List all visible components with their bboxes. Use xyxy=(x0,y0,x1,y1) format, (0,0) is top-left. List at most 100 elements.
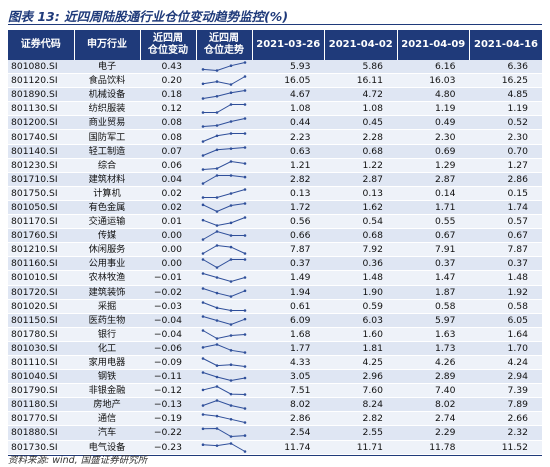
cell-sparkline xyxy=(196,313,252,328)
header-industry[interactable]: 申万行业 xyxy=(74,30,141,60)
cell-sparkline xyxy=(196,87,252,103)
sparkline-point xyxy=(201,427,205,431)
sparkline-point xyxy=(201,111,205,115)
sparkline-point xyxy=(215,69,219,72)
cell-code: 801740.SI xyxy=(8,129,74,145)
cell-sparkline xyxy=(196,228,252,244)
table-row[interactable]: 801790.SI 非银金融 −0.12 7.51 7.60 7.40 7.39 xyxy=(8,383,542,399)
cell-sparkline xyxy=(196,411,252,427)
header-date-3[interactable]: 2021-04-09 xyxy=(397,30,470,60)
cell-industry: 通信 xyxy=(74,411,140,427)
sparkline-line xyxy=(202,132,245,142)
sparkline-point xyxy=(229,363,233,367)
table-row[interactable]: 801880.SI 汽车 −0.22 2.54 2.55 2.29 2.32 xyxy=(8,425,542,441)
sparkline-line xyxy=(202,287,246,297)
cell-value-2: 0.68 xyxy=(324,144,397,159)
sparkline-point xyxy=(243,252,247,256)
table-row[interactable]: 801890.SI 机械设备 0.18 4.67 4.72 4.80 4.85 xyxy=(8,87,542,103)
table-row[interactable]: 801120.SI 食品饮料 0.20 16.05 16.11 16.03 16.25 xyxy=(8,73,542,89)
sparkline-point xyxy=(243,145,247,149)
cell-code: 801030.SI xyxy=(8,341,74,356)
sparkline-point xyxy=(229,294,233,298)
cell-code: 801730.SI xyxy=(8,440,74,455)
cell-code: 801120.SI xyxy=(8,73,74,89)
cell-value-2: 1.22 xyxy=(324,158,397,173)
sparkline-line xyxy=(202,329,246,339)
table-row[interactable]: 801130.SI 纺织服装 0.12 1.08 1.08 1.19 1.19 xyxy=(8,101,542,117)
cell-change: 0.00 xyxy=(140,256,196,272)
sparkline-point xyxy=(243,317,247,321)
cell-value-2: 2.82 xyxy=(324,411,397,427)
cell-sparkline xyxy=(196,440,252,455)
sparkline-chart xyxy=(201,117,247,129)
sparkline-point xyxy=(243,333,247,336)
header-date-1[interactable]: 2021-03-26 xyxy=(252,30,325,60)
sparkline-point xyxy=(243,258,247,262)
cell-code: 801230.SI xyxy=(8,158,74,173)
table-row[interactable]: 801210.SI 休闲服务 0.00 7.87 7.92 7.91 7.87 xyxy=(8,242,542,258)
sparkline-chart xyxy=(201,272,247,284)
sparkline-chart xyxy=(201,188,247,199)
table-row[interactable]: 801010.SI 农林牧渔 −0.01 1.49 1.48 1.47 1.48 xyxy=(8,270,542,286)
sparkline-point xyxy=(201,238,205,241)
header-date-4[interactable]: 2021-04-16 xyxy=(469,30,542,60)
table-row[interactable]: 801020.SI 采掘 −0.03 0.61 0.59 0.58 0.58 xyxy=(8,299,542,314)
cell-code: 801160.SI xyxy=(8,256,74,272)
cell-code: 801170.SI xyxy=(8,214,74,230)
table-row[interactable]: 801160.SI 公用事业 0.00 0.37 0.36 0.37 0.37 xyxy=(8,256,542,272)
header-date-2[interactable]: 2021-04-02 xyxy=(324,30,398,60)
cell-value-1: 4.33 xyxy=(252,355,325,371)
table-row[interactable]: 801170.SI 交通运输 0.01 0.56 0.54 0.55 0.57 xyxy=(8,214,542,230)
table-row[interactable]: 801050.SI 有色金属 0.02 1.72 1.62 1.71 1.74 xyxy=(8,200,542,216)
cell-code: 801210.SI xyxy=(8,242,74,258)
cell-sparkline xyxy=(196,101,252,117)
cell-value-2: 0.45 xyxy=(324,115,397,131)
cell-value-1: 7.51 xyxy=(252,383,325,399)
sparkline-line xyxy=(202,146,246,156)
sparkline-chart xyxy=(201,131,247,143)
cell-code: 801010.SI xyxy=(8,270,74,286)
table-row[interactable]: 801140.SI 轻工制造 0.07 0.63 0.68 0.69 0.70 xyxy=(8,144,542,159)
table-row[interactable]: 801780.SI 银行 −0.04 1.68 1.60 1.63 1.64 xyxy=(8,327,542,342)
cell-change: 0.00 xyxy=(140,228,196,244)
cell-value-4: 6.05 xyxy=(469,313,542,328)
cell-value-2: 0.68 xyxy=(324,228,397,244)
cell-sparkline xyxy=(196,383,252,399)
header-change[interactable]: 近四周 仓位变动 xyxy=(140,30,197,60)
table-row[interactable]: 801110.SI 家用电器 −0.09 4.33 4.25 4.26 4.24 xyxy=(8,355,542,371)
table-row[interactable]: 801040.SI 钢铁 −0.11 3.05 2.96 2.89 2.94 xyxy=(8,369,542,385)
cell-code: 801760.SI xyxy=(8,228,74,244)
cell-code: 801780.SI xyxy=(8,327,74,342)
cell-change: 0.08 xyxy=(140,115,196,131)
table-row[interactable]: 801740.SI 国防军工 0.08 2.23 2.28 2.30 2.30 xyxy=(8,129,542,145)
sparkline-point xyxy=(201,196,205,199)
table-row[interactable]: 801770.SI 通信 −0.19 2.86 2.82 2.74 2.66 xyxy=(8,411,542,427)
table-row[interactable]: 801230.SI 综合 0.06 1.21 1.22 1.29 1.27 xyxy=(8,158,542,173)
header-trend[interactable]: 近四周 仓位走势 xyxy=(196,30,253,60)
cell-change: 0.12 xyxy=(140,101,196,117)
header-trend-line1: 近四周 xyxy=(209,33,239,44)
table-row[interactable]: 801180.SI 房地产 −0.13 8.02 8.24 8.02 7.89 xyxy=(8,397,542,413)
cell-value-2: 16.11 xyxy=(324,73,397,89)
sparkline-point xyxy=(201,252,205,256)
sparkline-line xyxy=(202,301,245,311)
table-row[interactable]: 801750.SI 计算机 0.02 0.13 0.13 0.14 0.15 xyxy=(8,186,542,201)
sparkline-point xyxy=(229,204,233,207)
sparkline-line xyxy=(202,245,246,255)
table-row[interactable]: 801720.SI 建筑装饰 −0.02 1.94 1.90 1.87 1.92 xyxy=(8,285,542,300)
sparkline-chart xyxy=(201,371,247,382)
cell-value-2: 7.92 xyxy=(324,242,397,258)
table-row[interactable]: 801080.SI 电子 0.43 5.93 5.86 6.16 6.36 xyxy=(8,60,542,75)
header-code[interactable]: 证券代码 xyxy=(8,30,75,60)
table-row[interactable]: 801030.SI 化工 −0.06 1.77 1.81 1.73 1.70 xyxy=(8,341,542,356)
table-row[interactable]: 801730.SI 电气设备 −0.23 11.74 11.71 11.78 11.52 xyxy=(8,440,542,455)
table-row[interactable]: 801200.SI 商业贸易 0.08 0.44 0.45 0.49 0.52 xyxy=(8,115,542,131)
sparkline-line xyxy=(202,428,246,438)
cell-value-4: 7.89 xyxy=(469,397,542,413)
sparkline-point xyxy=(215,95,219,98)
table-row[interactable]: 801760.SI 传媒 0.00 0.66 0.68 0.67 0.67 xyxy=(8,228,542,244)
cell-change: −0.09 xyxy=(140,355,196,371)
table-row[interactable]: 801710.SI 建筑材料 0.04 2.82 2.87 2.87 2.86 xyxy=(8,172,542,187)
table-row[interactable]: 801150.SI 医药生物 −0.04 6.09 6.03 5.97 6.05 xyxy=(8,313,542,328)
cell-change: 0.06 xyxy=(140,158,196,173)
